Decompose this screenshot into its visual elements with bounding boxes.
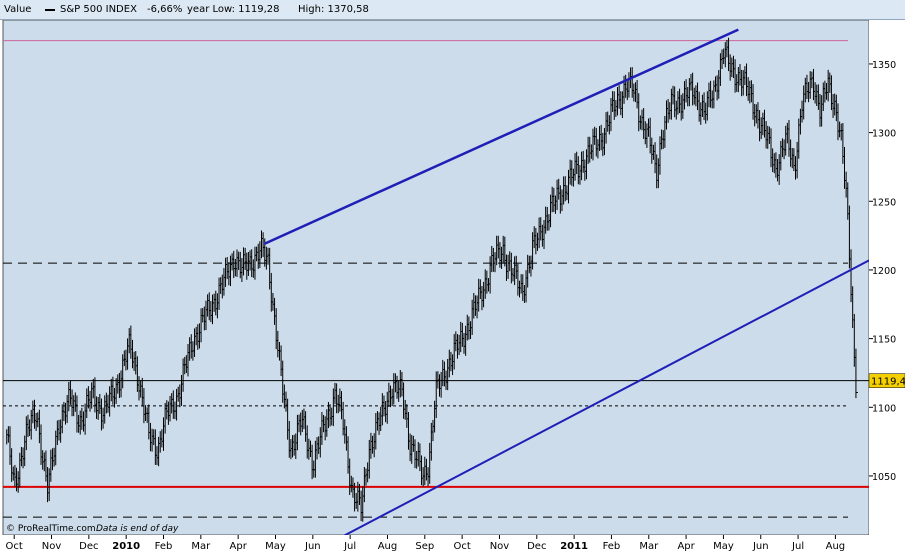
x-tick-label: Dec (79, 541, 98, 552)
y-tick-label: 1250 (872, 197, 896, 208)
x-tick-label: Jun (752, 541, 769, 552)
x-tick-label: Apr (677, 541, 695, 552)
header-bar: Value S&P 500 INDEX -6,66% year Low: 111… (0, 0, 905, 20)
copyright: © ProRealTime.com (6, 524, 96, 534)
data-disclaimer: Data is end of day (96, 524, 179, 534)
y-tick-label: 1100 (872, 403, 896, 414)
x-tick-label: Dec (527, 541, 546, 552)
year-high: High: 1370,58 (298, 4, 369, 15)
y-tick-label: 1350 (872, 60, 896, 71)
x-tick-label: May (713, 541, 734, 552)
y-axis-panel (869, 20, 905, 535)
x-tick-label: Jul (791, 541, 804, 552)
x-tick-label: Apr (230, 541, 248, 552)
x-tick-label: Mar (639, 541, 659, 552)
y-tick-label: 1300 (872, 129, 896, 140)
change-percent: -6,66% (147, 4, 183, 15)
x-tick-label: Aug (378, 541, 398, 552)
price-chart: 1050 1100 1150 1200 1250 1300 1350 1119,4 Oct No… (0, 20, 905, 552)
index-name: S&P 500 INDEX (60, 4, 137, 15)
plot-background (2, 20, 870, 536)
x-tick-label: May (265, 541, 286, 552)
last-price-label: 1119,4 (871, 377, 905, 388)
series-legend-swatch (45, 9, 55, 11)
x-tick-label: Sep (415, 541, 434, 552)
x-axis-panel (0, 535, 905, 552)
x-tick-label: Oct (6, 541, 23, 552)
trend-line-channel-lower (343, 259, 869, 535)
year-low: year Low: 1119,28 (187, 4, 280, 15)
x-tick-label: Feb (603, 541, 621, 552)
x-tick-label: Jun (304, 541, 321, 552)
x-tick-label: Nov (42, 541, 62, 552)
last-price-box (868, 373, 905, 388)
x-tick-label: Oct (453, 541, 470, 552)
x-tick-label: Mar (191, 541, 211, 552)
y-tick-label: 1200 (872, 266, 896, 277)
x-tick-label: 2010 (112, 541, 140, 552)
y-tick-label: 1050 (872, 472, 896, 483)
x-tick-label: Aug (826, 541, 846, 552)
x-tick-label: Nov (490, 541, 510, 552)
trend-line-channel-upper (263, 28, 739, 245)
x-tick-label: 2011 (560, 541, 588, 552)
value-label: Value (4, 4, 32, 15)
x-tick-label: Feb (155, 541, 173, 552)
y-tick-label: 1150 (872, 335, 896, 346)
x-tick-label: Jul (343, 541, 356, 552)
